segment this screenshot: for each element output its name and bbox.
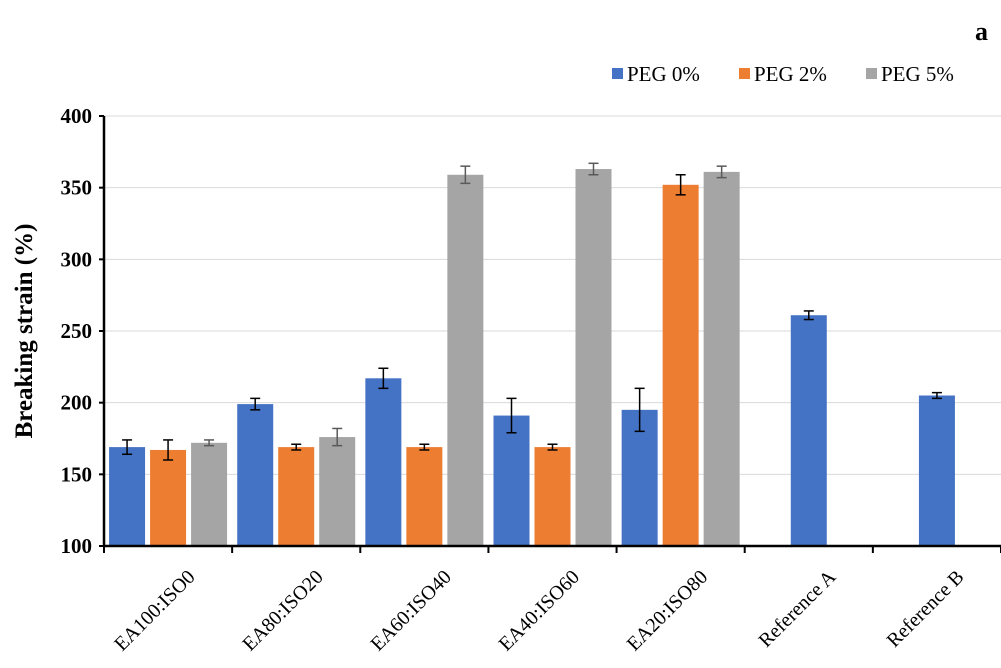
legend: PEG 0% PEG 2% PEG 5% xyxy=(612,62,954,86)
x-tick-label: EA80:ISO20 xyxy=(238,566,327,655)
x-tick-label: Reference B xyxy=(883,566,969,652)
y-tick-label: 250 xyxy=(61,319,93,343)
bar xyxy=(534,447,571,546)
x-tick-label: EA40:ISO60 xyxy=(495,566,584,655)
y-tick-label: 100 xyxy=(61,534,93,558)
y-tick-label: 400 xyxy=(61,104,93,128)
x-tick-labels: EA100:ISO0 EA80:ISO20 EA60:ISO40 EA40:ISO60… xyxy=(110,566,968,656)
y-tick-label: 300 xyxy=(61,247,93,271)
x-tick-label: EA20:ISO80 xyxy=(623,566,712,655)
y-tick-label: 150 xyxy=(61,462,93,486)
legend-label: PEG 5% xyxy=(881,62,954,86)
legend-swatch xyxy=(739,68,750,79)
legend-label: PEG 2% xyxy=(754,62,827,86)
y-tick-labels: 100 150 200 250 300 350 400 xyxy=(61,104,93,558)
bars xyxy=(109,169,955,547)
bar xyxy=(621,409,658,546)
bar xyxy=(109,447,146,546)
y-axis-label: Breaking strain (%) xyxy=(11,224,38,439)
y-tick-label: 200 xyxy=(61,391,93,415)
bar xyxy=(150,449,187,546)
error-bars xyxy=(122,162,942,461)
bar xyxy=(918,395,955,546)
legend-swatch xyxy=(866,68,877,79)
bar xyxy=(365,378,402,546)
bar xyxy=(406,447,443,546)
legend-label: PEG 0% xyxy=(627,62,700,86)
bar xyxy=(447,174,484,546)
y-tick-label: 350 xyxy=(61,176,93,200)
bar xyxy=(662,184,699,547)
legend-swatch xyxy=(612,68,623,79)
bar xyxy=(278,447,315,546)
x-tick-label: EA60:ISO40 xyxy=(366,566,455,655)
panel-label: a xyxy=(975,17,988,46)
x-tick-label: EA100:ISO0 xyxy=(110,566,199,655)
gridlines xyxy=(104,115,1001,475)
bar xyxy=(790,315,827,546)
bar xyxy=(191,442,228,546)
bar xyxy=(493,415,530,546)
bar xyxy=(703,171,740,546)
bar xyxy=(575,169,612,547)
bar xyxy=(237,404,274,546)
bar xyxy=(319,437,356,546)
x-tick-label: Reference A xyxy=(754,566,840,652)
axes xyxy=(99,115,1001,553)
